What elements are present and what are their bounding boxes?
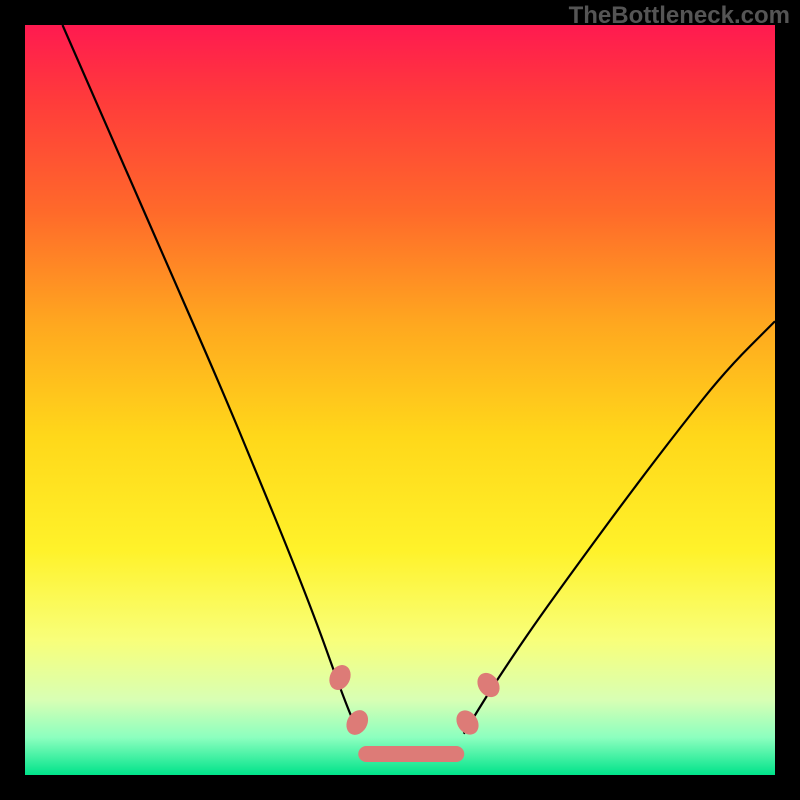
gradient-background [25,25,775,775]
bottleneck-chart [25,25,775,775]
outer-frame: TheBottleneck.com [0,0,800,800]
